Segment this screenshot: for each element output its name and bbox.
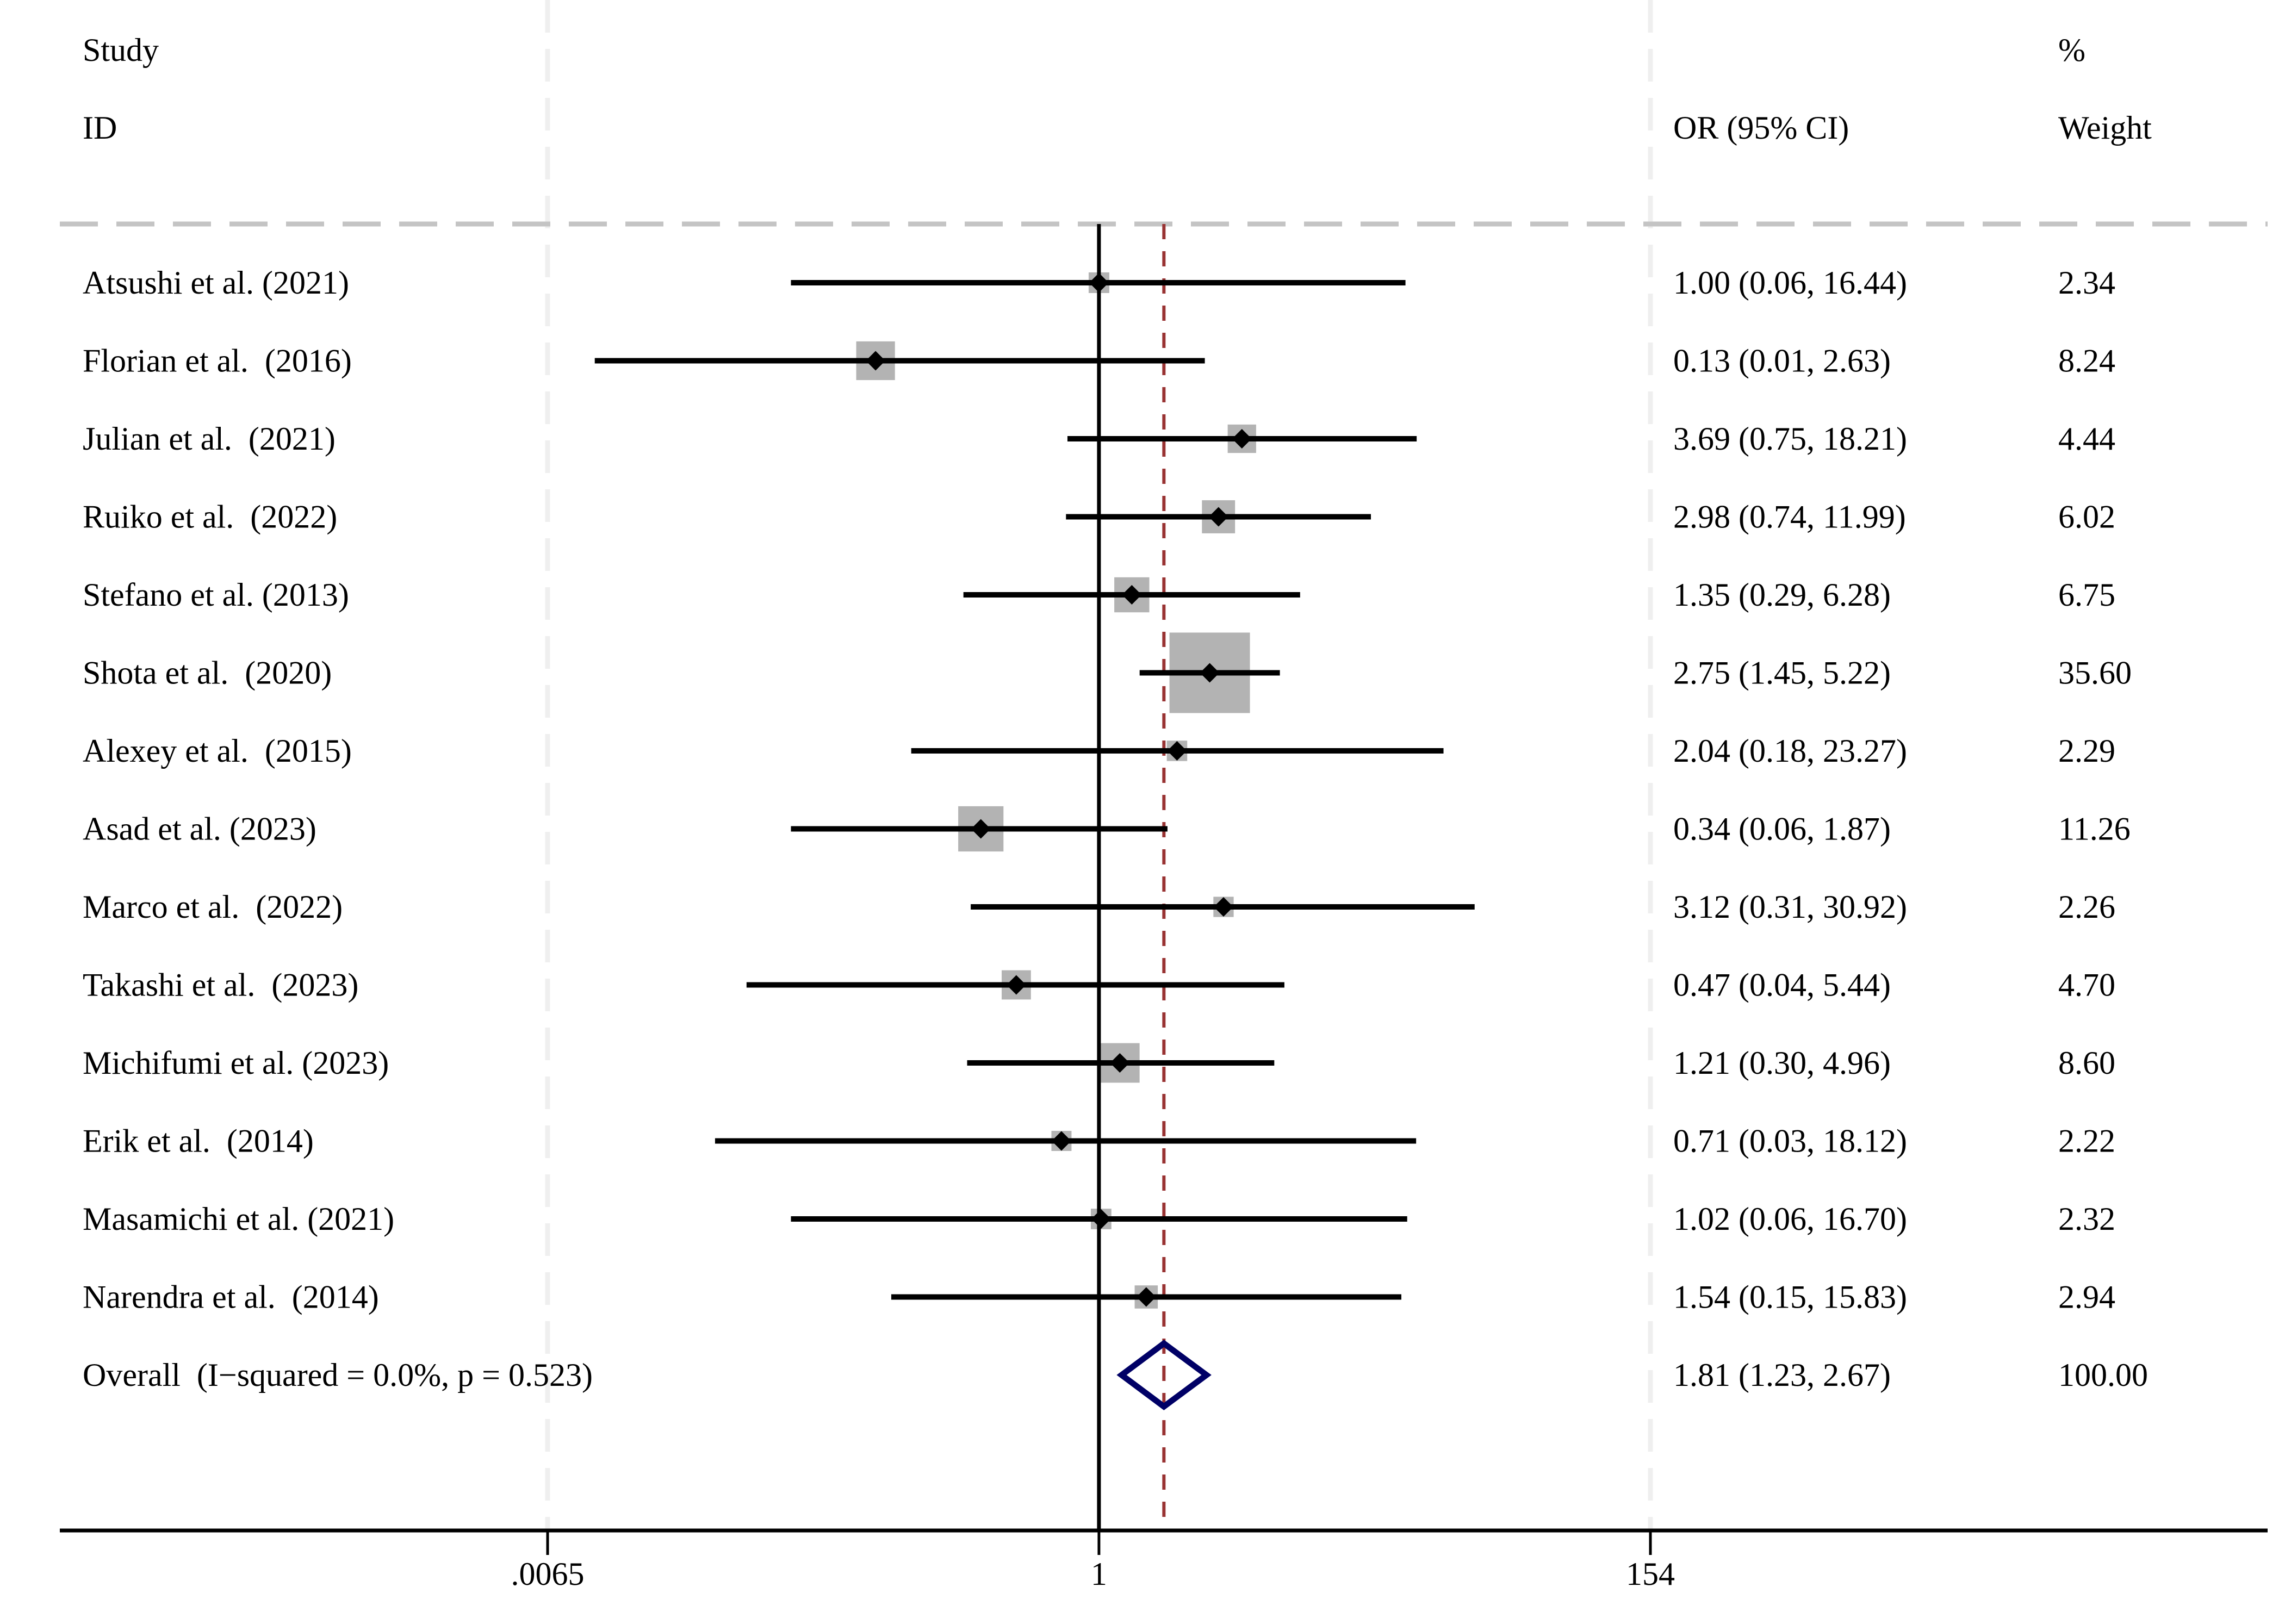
study-weight: 2.29 (2058, 733, 2115, 769)
study-or-ci: 2.98 (0.74, 11.99) (1673, 499, 1906, 535)
gridlines (545, 0, 1653, 1530)
study-weight: 8.24 (2058, 343, 2115, 379)
x-axis-ticks: .0065 1 154 (511, 1530, 1675, 1592)
point-estimate (1208, 507, 1228, 527)
study-or-ci: 1.21 (0.30, 4.96) (1673, 1045, 1891, 1081)
overall-weight: 100.00 (2058, 1357, 2148, 1393)
study-or-ci: 1.54 (0.15, 15.83) (1673, 1279, 1907, 1315)
study-weight: 6.75 (2058, 577, 2115, 613)
x-tick-label: 154 (1626, 1556, 1675, 1592)
study-weight: 2.34 (2058, 265, 2115, 301)
study-weight: 6.02 (2058, 499, 2115, 535)
study-label: Florian et al. (2016) (83, 343, 352, 379)
study-or-ci: 3.12 (0.31, 30.92) (1673, 889, 1907, 925)
study-label: Julian et al. (2021) (83, 421, 336, 457)
point-estimate (1089, 273, 1109, 293)
study-label: Takashi et al. (2023) (83, 967, 358, 1003)
study-weight: 2.32 (2058, 1201, 2115, 1237)
point-estimate (1006, 975, 1026, 995)
study-or-ci: 2.04 (0.18, 23.27) (1673, 733, 1907, 769)
study-label: Alexey et al. (2015) (83, 733, 352, 769)
point-estimate (1051, 1131, 1071, 1151)
study-weight: 8.60 (2058, 1045, 2115, 1081)
study-label: Erik et al. (2014) (83, 1123, 314, 1159)
header-or-ci: OR (95% CI) (1673, 110, 1849, 146)
study-or-ci: 1.00 (0.06, 16.44) (1673, 265, 1907, 301)
overall-diamond (1116, 1340, 1212, 1410)
overall-label: Overall (I−squared = 0.0%, p = 0.523) (83, 1357, 593, 1393)
study-or-ci: 0.13 (0.01, 2.63) (1673, 343, 1891, 379)
study-or-ci: 0.34 (0.06, 1.87) (1673, 811, 1891, 847)
point-estimate (1200, 663, 1220, 683)
study-label: Marco et al. (2022) (83, 889, 343, 925)
point-estimate (1110, 1053, 1130, 1073)
study-label: Ruiko et al. (2022) (83, 499, 337, 535)
study-label: Stefano et al. (2013) (83, 577, 349, 613)
study-or-ci: 3.69 (0.75, 18.21) (1673, 421, 1907, 457)
point-estimate (1091, 1209, 1111, 1229)
study-weight: 2.22 (2058, 1123, 2115, 1159)
study-or-ci: 2.75 (1.45, 5.22) (1673, 655, 1891, 691)
study-or-ci: 1.35 (0.29, 6.28) (1673, 577, 1891, 613)
study-label: Atsushi et al. (2021) (83, 265, 349, 301)
header-weight: Weight (2058, 110, 2152, 146)
point-estimate (1122, 585, 1142, 605)
study-weight: 2.26 (2058, 889, 2115, 925)
header-study: Study (83, 32, 159, 68)
study-label: Masamichi et al. (2021) (83, 1201, 394, 1237)
study-weight: 4.70 (2058, 967, 2115, 1003)
point-estimate (1167, 741, 1187, 761)
study-weight: 2.94 (2058, 1279, 2115, 1315)
study-label: Shota et al. (2020) (83, 655, 332, 691)
study-weight: 11.26 (2058, 811, 2131, 847)
x-tick-label: .0065 (511, 1556, 585, 1592)
header-id: ID (83, 110, 117, 146)
point-estimate (866, 351, 886, 371)
x-tick-label: 1 (1091, 1556, 1107, 1592)
point-estimate (971, 819, 991, 839)
study-or-ci: 0.47 (0.04, 5.44) (1673, 967, 1891, 1003)
point-estimate (1213, 897, 1233, 917)
study-or-ci: 0.71 (0.03, 18.12) (1673, 1123, 1907, 1159)
study-or-ci: 1.02 (0.06, 16.70) (1673, 1201, 1907, 1237)
weight-boxes (856, 272, 1256, 1309)
overall-or-ci: 1.81 (1.23, 2.67) (1673, 1357, 1891, 1393)
confidence-intervals (594, 273, 1475, 1307)
point-estimate (1136, 1287, 1156, 1307)
study-weight: 35.60 (2058, 655, 2132, 691)
study-label: Narendra et al. (2014) (83, 1279, 379, 1315)
header-weight-pct: % (2058, 32, 2085, 68)
point-estimate (1232, 429, 1252, 449)
study-labels: Atsushi et al. (2021) 1.00 (0.06, 16.44) 2… (83, 265, 2148, 1393)
study-label: Asad et al. (2023) (83, 811, 316, 847)
study-label: Michifumi et al. (2023) (83, 1045, 389, 1081)
study-weight: 4.44 (2058, 421, 2115, 457)
